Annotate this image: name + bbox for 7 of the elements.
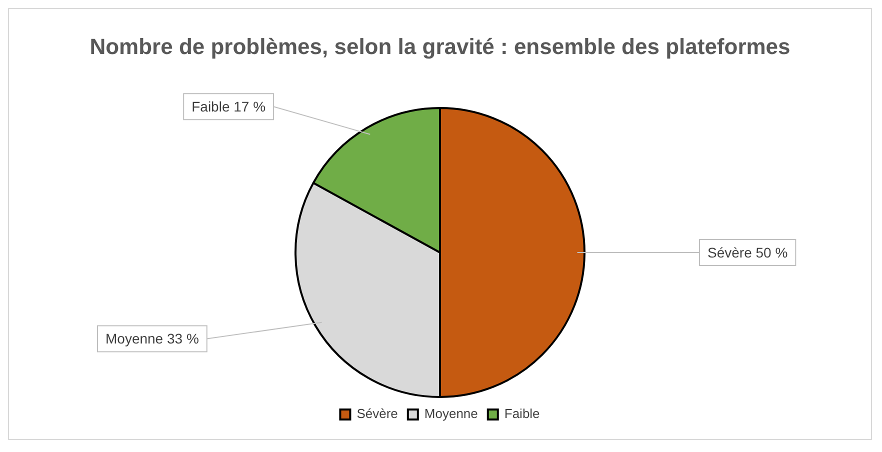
chart-title: Nombre de problèmes, selon la gravité : ensemble des plateformes: [88, 33, 792, 61]
legend-label: Faible: [504, 406, 540, 422]
data-label: Sévère 50 %: [708, 244, 788, 260]
data-label: Faible 17 %: [192, 98, 266, 114]
data-label: Moyenne 33 %: [105, 330, 199, 347]
legend-label: Moyenne: [424, 406, 478, 422]
legend-label: Sévère: [356, 406, 398, 422]
